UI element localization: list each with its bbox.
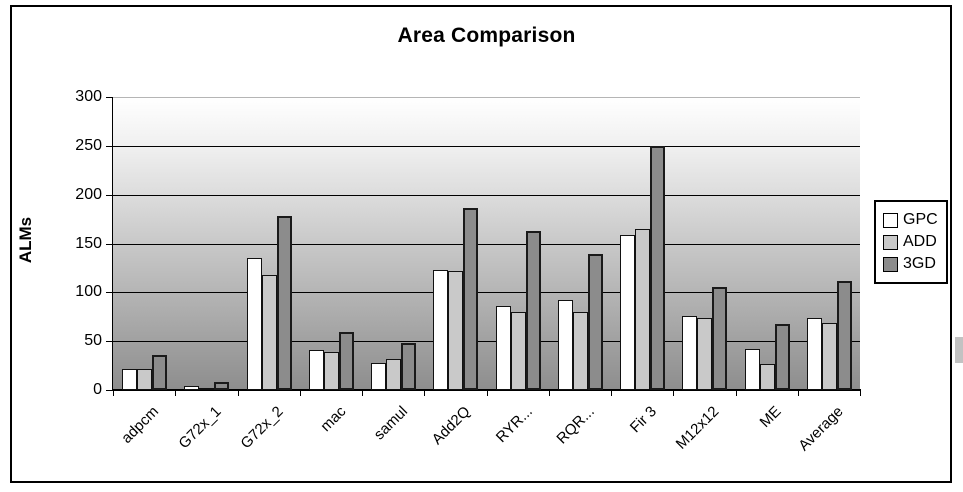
bar-3gd-rqr- [587,254,603,390]
y-tick-label: 250 [75,136,102,154]
chart-title: Area Comparison [397,24,576,47]
legend-label-add: ADD [903,233,937,250]
bar-3gd-mac [338,332,354,390]
bar-gpc-g72x-1 [184,386,200,390]
gridline [113,243,860,245]
bar-add-fir-3 [635,228,650,390]
bar-3gd-adpcm [152,354,167,390]
y-tick [106,292,112,294]
y-tick-label: 150 [75,234,102,252]
x-tick [548,391,550,396]
gridline [113,145,860,147]
bar-gpc-add2q [433,269,449,390]
x-tick [797,391,799,396]
legend-swatch-3gd [883,256,898,272]
y-axis-line [112,97,113,390]
bar-3gd-ryr- [525,230,541,390]
gridline [113,292,860,294]
bar-gpc-adpcm [122,368,137,390]
x-tick [611,391,612,396]
x-tick [113,391,114,396]
y-tick [106,194,112,196]
bar-gpc-samul [371,362,386,390]
y-tick [106,243,112,245]
legend-swatch-add [883,234,898,250]
bar-add-add2q [448,270,464,390]
bar-add-samul [386,358,401,390]
x-tick [860,391,861,396]
bar-3gd-g72x-1 [214,382,230,390]
bar-gpc-rqr- [557,300,573,390]
y-tick-label: 50 [84,332,102,350]
legend-item-3gd: 3GD [883,255,946,273]
x-tick [299,391,301,396]
legend-item-add: ADD [883,233,946,251]
y-tick [106,145,112,147]
bar-3gd-average [836,280,852,390]
bar-gpc-me [744,348,760,390]
bar-3gd-fir-3 [650,145,665,390]
x-tick [362,391,363,396]
x-tick [175,391,177,396]
x-tick [237,391,239,396]
bar-gpc-ryr- [495,306,511,390]
legend: GPC ADD 3GD [874,200,948,284]
bar-gpc-g72x-2 [246,258,262,390]
bar-gpc-average [806,317,822,390]
bar-add-me [759,363,775,390]
bar-3gd-samul [401,343,416,390]
bar-3gd-add2q [463,208,479,390]
bar-gpc-m12x12 [682,315,698,390]
bar-add-g72x-2 [261,274,277,390]
bar-add-adpcm [137,368,152,390]
y-tick [106,97,112,98]
x-tick [673,391,675,396]
y-tick-label: 200 [75,185,102,203]
bar-add-g72x-1 [199,388,215,390]
y-tick-label: 100 [75,283,102,301]
gridline [113,194,860,196]
bar-gpc-mac [308,349,324,390]
y-tick [106,390,112,391]
bar-add-rqr- [572,311,588,390]
gridline [113,341,860,343]
bar-3gd-me [774,323,790,390]
x-tick [424,391,426,396]
bar-3gd-m12x12 [712,287,728,390]
scrollbar-thumb[interactable] [955,337,963,363]
bar-gpc-fir-3 [620,234,635,390]
x-tick [486,391,488,396]
bar-add-m12x12 [697,317,713,390]
legend-item-gpc: GPC [883,211,946,229]
legend-swatch-gpc [883,212,898,228]
y-tick-label: 300 [75,88,102,105]
bar-add-mac [323,351,339,390]
bar-add-ryr- [510,311,526,390]
x-tick [735,391,737,396]
y-tick-label: 0 [93,381,102,398]
bar-add-average [821,322,837,390]
y-axis-title: ALMs [16,216,35,264]
legend-label-3gd: 3GD [903,255,936,272]
legend-label-gpc: GPC [903,211,938,228]
bar-3gd-g72x-2 [276,216,292,390]
x-axis-line [112,389,861,391]
y-tick [106,341,112,343]
